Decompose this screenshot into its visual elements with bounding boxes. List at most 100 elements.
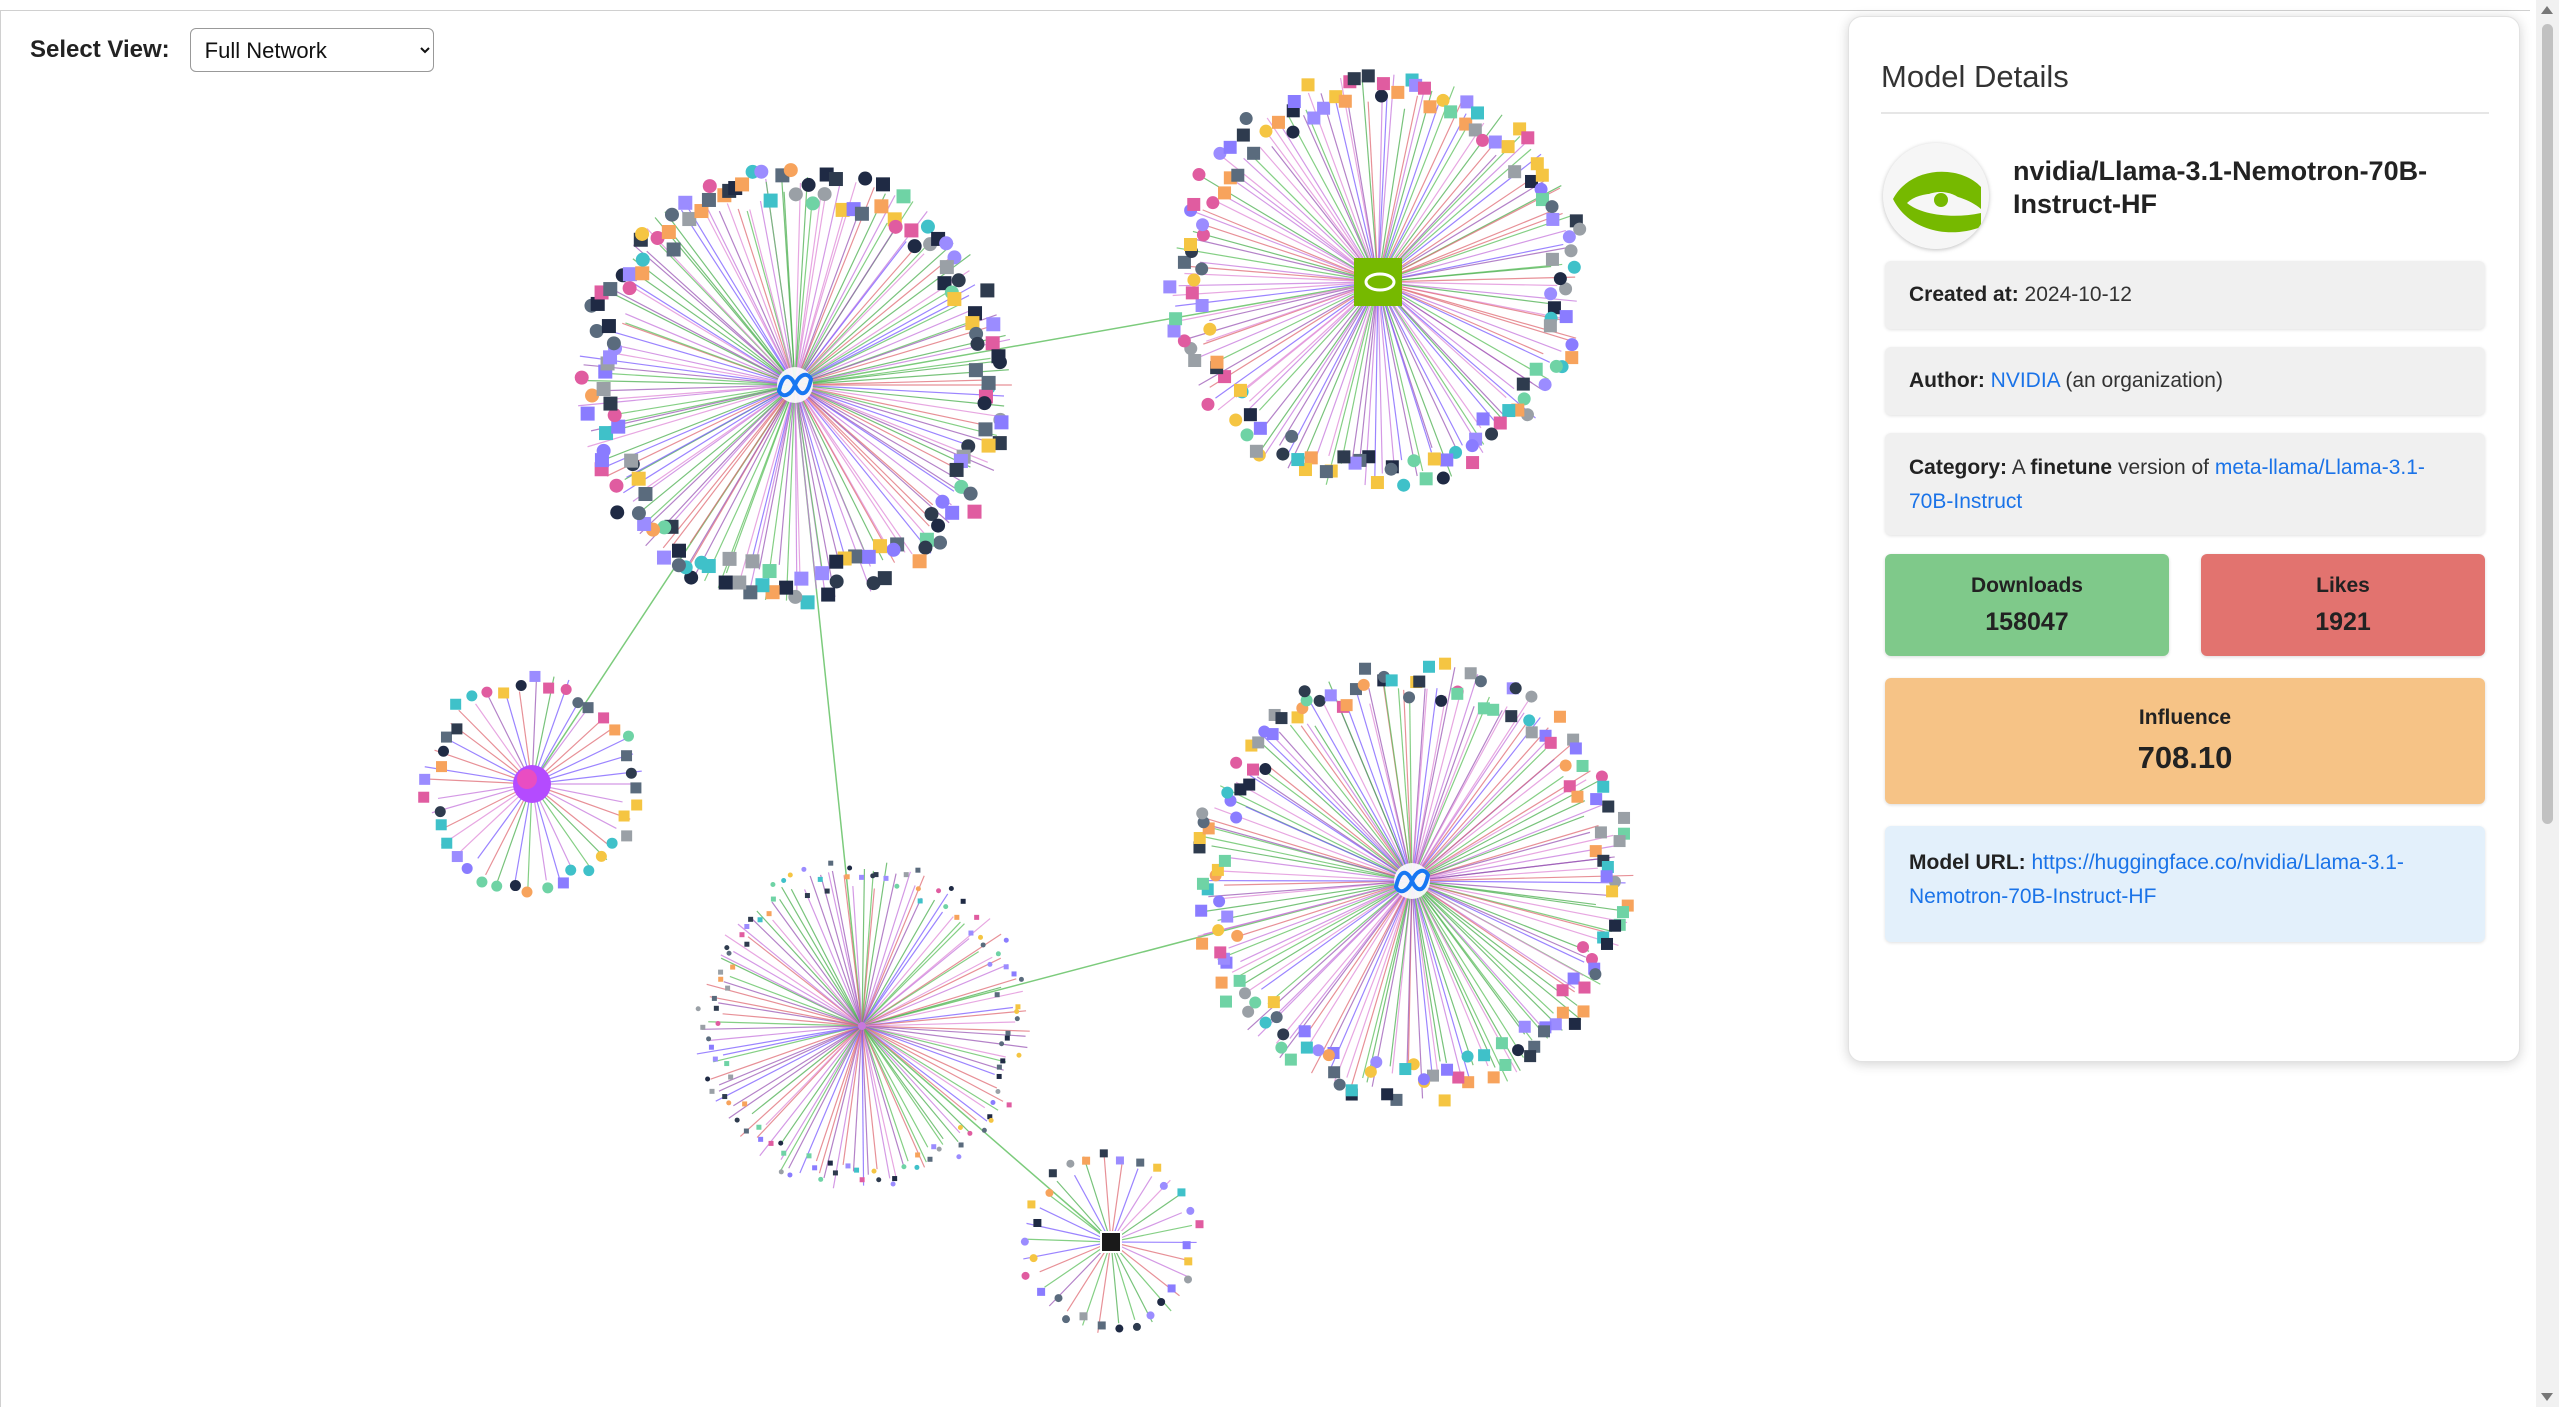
child-model-node[interactable] xyxy=(481,686,493,698)
child-model-node[interactable] xyxy=(1195,904,1208,917)
child-model-node[interactable] xyxy=(918,540,933,555)
child-model-node[interactable] xyxy=(845,1163,851,1169)
child-model-node[interactable] xyxy=(1177,1188,1186,1197)
child-model-node[interactable] xyxy=(1270,1011,1283,1024)
child-model-node[interactable] xyxy=(732,575,747,590)
child-model-node[interactable] xyxy=(781,1150,787,1156)
child-model-node[interactable] xyxy=(1033,1218,1042,1227)
child-model-node[interactable] xyxy=(595,850,607,862)
child-model-node[interactable] xyxy=(1163,280,1177,294)
child-model-node[interactable] xyxy=(1188,354,1202,368)
child-model-node[interactable] xyxy=(995,1088,1001,1094)
child-model-node[interactable] xyxy=(858,171,873,186)
child-model-node[interactable] xyxy=(1203,322,1217,336)
child-model-node[interactable] xyxy=(1545,200,1559,214)
child-model-node[interactable] xyxy=(960,898,966,904)
child-model-node[interactable] xyxy=(742,1101,748,1107)
child-model-node[interactable] xyxy=(598,712,610,724)
child-model-node[interactable] xyxy=(1376,77,1390,91)
sparse-bottom-cluster[interactable] xyxy=(695,860,1030,1189)
child-model-node[interactable] xyxy=(996,1073,1002,1079)
child-model-node[interactable] xyxy=(1559,310,1573,324)
child-model-node[interactable] xyxy=(1285,429,1299,443)
child-model-node[interactable] xyxy=(1196,877,1209,890)
child-model-node[interactable] xyxy=(1440,453,1454,467)
child-model-node[interactable] xyxy=(728,1074,734,1080)
child-model-node[interactable] xyxy=(1313,694,1326,707)
child-model-node[interactable] xyxy=(1361,69,1375,83)
child-model-node[interactable] xyxy=(1193,841,1206,854)
child-model-node[interactable] xyxy=(1538,378,1552,392)
child-model-node[interactable] xyxy=(1606,885,1619,898)
child-model-node[interactable] xyxy=(1029,1254,1038,1263)
child-model-node[interactable] xyxy=(958,1142,964,1148)
small-left-cluster[interactable] xyxy=(418,670,643,898)
child-model-node[interactable] xyxy=(744,941,750,947)
child-model-node[interactable] xyxy=(1195,299,1209,313)
child-model-node[interactable] xyxy=(874,199,889,214)
child-model-node[interactable] xyxy=(1275,1041,1288,1054)
child-model-node[interactable] xyxy=(706,1036,712,1042)
child-model-node[interactable] xyxy=(1048,1169,1057,1178)
child-model-node[interactable] xyxy=(712,1056,718,1062)
child-model-node[interactable] xyxy=(718,575,733,590)
child-model-node[interactable] xyxy=(1509,682,1522,695)
child-model-node[interactable] xyxy=(787,872,793,878)
child-model-node[interactable] xyxy=(603,396,618,411)
child-model-node[interactable] xyxy=(671,543,686,558)
child-model-node[interactable] xyxy=(509,880,521,892)
child-model-node[interactable] xyxy=(1045,1188,1054,1197)
dark-square-icon[interactable] xyxy=(1100,1231,1122,1253)
child-model-node[interactable] xyxy=(1495,1037,1508,1050)
child-model-node[interactable] xyxy=(1221,910,1234,923)
child-model-node[interactable] xyxy=(1037,1287,1046,1296)
child-model-node[interactable] xyxy=(1530,157,1544,171)
child-model-node[interactable] xyxy=(985,336,1000,351)
child-model-node[interactable] xyxy=(762,564,777,579)
child-model-node[interactable] xyxy=(757,917,763,923)
child-model-node[interactable] xyxy=(1381,1088,1394,1101)
child-model-node[interactable] xyxy=(1218,854,1231,867)
child-model-node[interactable] xyxy=(1544,287,1558,301)
child-model-node[interactable] xyxy=(1476,412,1490,426)
child-model-node[interactable] xyxy=(744,924,750,930)
child-model-node[interactable] xyxy=(1370,476,1384,490)
child-model-node[interactable] xyxy=(1485,427,1499,441)
child-model-node[interactable] xyxy=(981,1127,987,1133)
child-model-node[interactable] xyxy=(590,296,605,311)
child-model-node[interactable] xyxy=(1286,125,1300,139)
child-model-node[interactable] xyxy=(1600,870,1613,883)
child-model-node[interactable] xyxy=(1239,987,1252,1000)
child-model-node[interactable] xyxy=(671,558,686,573)
child-model-node[interactable] xyxy=(1477,702,1490,715)
child-model-node[interactable] xyxy=(1253,421,1267,435)
child-model-node[interactable] xyxy=(1423,100,1437,114)
child-model-node[interactable] xyxy=(1547,301,1561,315)
child-model-node[interactable] xyxy=(1159,1181,1168,1190)
child-model-node[interactable] xyxy=(965,316,980,331)
child-model-node[interactable] xyxy=(859,1177,865,1183)
child-model-node[interactable] xyxy=(1461,1050,1474,1063)
child-model-node[interactable] xyxy=(1218,186,1232,200)
child-model-node[interactable] xyxy=(607,408,622,423)
child-model-node[interactable] xyxy=(730,964,736,970)
child-model-node[interactable] xyxy=(606,837,618,849)
child-model-node[interactable] xyxy=(440,731,452,743)
child-model-node[interactable] xyxy=(763,193,778,208)
child-model-node[interactable] xyxy=(435,819,447,831)
child-model-node[interactable] xyxy=(603,282,618,297)
child-model-node[interactable] xyxy=(783,163,798,178)
child-model-node[interactable] xyxy=(1230,756,1243,769)
child-model-node[interactable] xyxy=(1487,1071,1500,1084)
child-model-node[interactable] xyxy=(1576,759,1589,772)
child-model-node[interactable] xyxy=(1192,168,1206,182)
child-model-node[interactable] xyxy=(1417,1073,1430,1086)
child-model-node[interactable] xyxy=(967,1130,973,1136)
child-model-node[interactable] xyxy=(1438,1094,1451,1107)
child-model-node[interactable] xyxy=(722,1094,728,1100)
child-model-node[interactable] xyxy=(931,1144,937,1150)
child-model-node[interactable] xyxy=(491,880,503,892)
child-model-node[interactable] xyxy=(436,761,448,773)
child-model-node[interactable] xyxy=(778,1140,784,1146)
child-model-node[interactable] xyxy=(1565,351,1579,365)
